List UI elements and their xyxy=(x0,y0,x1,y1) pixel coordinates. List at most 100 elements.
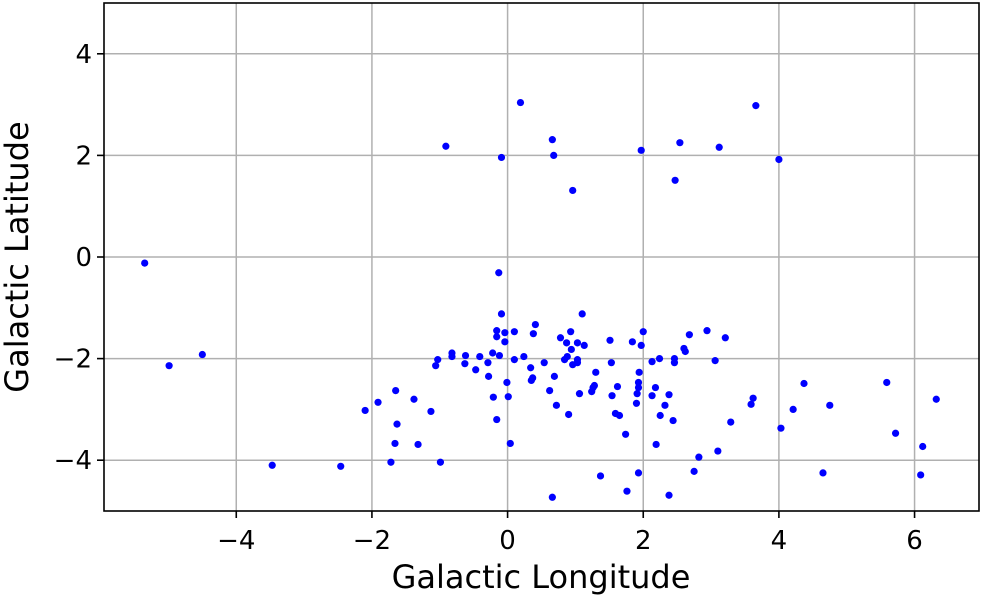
y-axis-ticks: −4 −2 0 2 4 xyxy=(54,40,104,476)
data-point xyxy=(391,439,399,448)
data-point xyxy=(476,352,484,361)
data-point xyxy=(637,146,645,154)
data-point xyxy=(634,383,643,392)
data-point xyxy=(472,366,480,374)
gridlines xyxy=(104,3,979,511)
data-point xyxy=(489,393,497,401)
data-point xyxy=(665,391,673,399)
data-point xyxy=(578,310,586,318)
data-point xyxy=(448,352,456,361)
data-point xyxy=(715,143,723,151)
data-point xyxy=(703,327,711,335)
data-point xyxy=(670,359,679,367)
data-point xyxy=(648,358,656,366)
data-point xyxy=(501,338,509,346)
data-point xyxy=(651,383,660,392)
x-axis-label: Galactic Longitude xyxy=(392,558,691,596)
data-point xyxy=(432,362,440,370)
data-point xyxy=(414,440,422,449)
data-point xyxy=(628,338,636,346)
data-point xyxy=(661,401,669,409)
data-point xyxy=(529,330,537,338)
data-point xyxy=(556,334,565,342)
data-point xyxy=(268,461,276,469)
data-point xyxy=(497,153,506,162)
data-point xyxy=(520,352,528,361)
data-point xyxy=(775,155,783,164)
data-point xyxy=(608,392,616,400)
data-point xyxy=(198,350,206,359)
data-point xyxy=(690,467,698,475)
data-point xyxy=(917,471,925,479)
data-point xyxy=(493,415,501,424)
data-point xyxy=(484,359,492,367)
data-point xyxy=(592,368,600,376)
data-point xyxy=(531,320,539,329)
data-point xyxy=(575,390,584,398)
y-tick-label: −2 xyxy=(54,345,92,375)
data-point xyxy=(552,401,561,409)
data-point xyxy=(427,407,435,416)
data-point xyxy=(510,328,518,336)
data-point xyxy=(607,359,615,367)
y-tick-label: 2 xyxy=(75,141,92,171)
data-point xyxy=(436,458,445,466)
data-point xyxy=(563,352,571,361)
data-point xyxy=(789,405,797,413)
data-point xyxy=(497,310,506,318)
data-point xyxy=(569,361,577,369)
data-point xyxy=(634,378,643,387)
data-point xyxy=(891,429,900,437)
data-point xyxy=(392,387,400,395)
data-point xyxy=(504,393,512,401)
data-point xyxy=(562,339,571,347)
data-point xyxy=(695,453,703,461)
y-axis-label: Galactic Latitude xyxy=(0,121,36,392)
data-point xyxy=(596,472,605,480)
data-point xyxy=(573,339,582,347)
data-point xyxy=(676,139,684,147)
data-point xyxy=(747,400,755,408)
data-point xyxy=(548,493,556,501)
data-point xyxy=(387,458,395,466)
data-point xyxy=(567,345,575,354)
data-point xyxy=(826,401,834,409)
data-point xyxy=(516,98,525,107)
data-point xyxy=(527,376,535,385)
data-point xyxy=(546,387,554,395)
data-point xyxy=(442,142,450,150)
data-point xyxy=(393,420,401,428)
y-tick-label: 0 xyxy=(75,243,92,273)
data-point xyxy=(671,176,679,184)
data-point xyxy=(489,349,497,357)
data-point xyxy=(374,398,382,406)
x-tick-label: −2 xyxy=(353,526,391,556)
data-point xyxy=(637,341,645,349)
data-point xyxy=(752,102,760,110)
data-point xyxy=(652,440,660,449)
data-point xyxy=(361,406,369,415)
data-point xyxy=(548,136,556,144)
data-point xyxy=(527,364,535,372)
data-point xyxy=(711,357,719,365)
data-point xyxy=(501,329,509,337)
data-point xyxy=(337,462,345,470)
data-point xyxy=(613,382,622,391)
data-point xyxy=(727,418,735,426)
data-point xyxy=(493,327,501,335)
x-tick-label: 0 xyxy=(499,526,516,556)
data-point xyxy=(410,395,418,403)
x-tick-label: 4 xyxy=(771,526,788,556)
y-tick-label: 4 xyxy=(75,40,92,70)
data-point xyxy=(510,356,518,364)
data-point xyxy=(656,411,664,420)
x-tick-label: 2 xyxy=(635,526,652,556)
data-point xyxy=(550,151,558,159)
data-point xyxy=(540,359,548,367)
data-point xyxy=(635,368,643,376)
data-point xyxy=(503,378,511,387)
data-point xyxy=(550,372,558,380)
data-point xyxy=(461,360,469,368)
x-tick-label: −4 xyxy=(217,526,255,556)
